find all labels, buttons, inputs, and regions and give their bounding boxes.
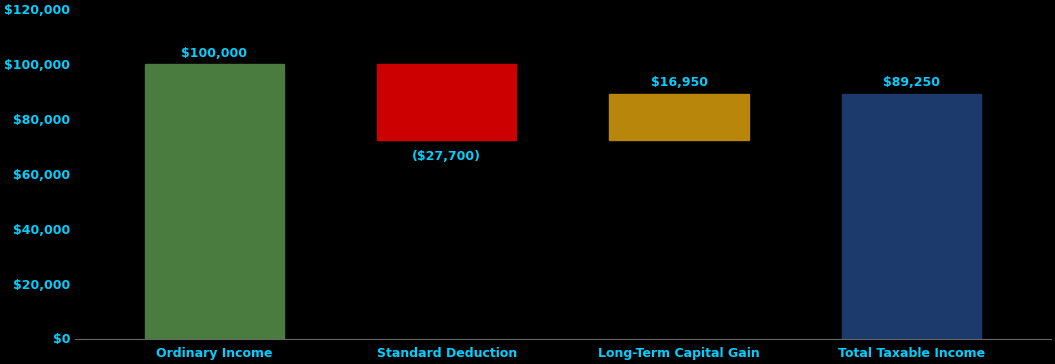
Bar bbox=[145, 64, 284, 339]
Text: $16,950: $16,950 bbox=[651, 76, 708, 90]
Bar bbox=[610, 94, 749, 140]
Text: $100,000: $100,000 bbox=[181, 47, 248, 60]
Bar bbox=[377, 64, 517, 140]
Text: $89,250: $89,250 bbox=[883, 76, 940, 90]
Text: ($27,700): ($27,700) bbox=[413, 150, 481, 163]
Bar bbox=[842, 94, 981, 339]
